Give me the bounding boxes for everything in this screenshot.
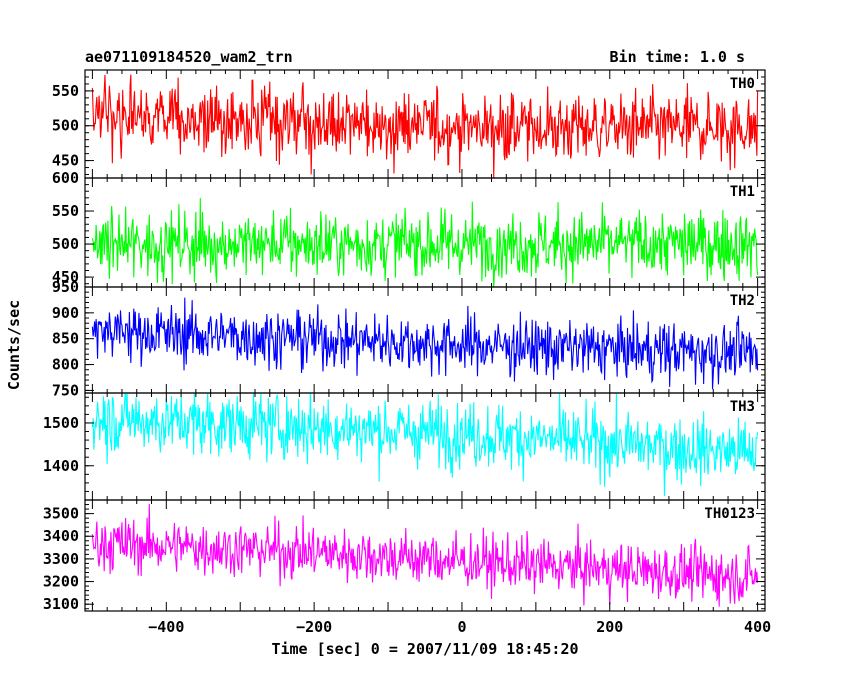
y-tick-label: 550 bbox=[52, 202, 79, 220]
y-tick-label: 450 bbox=[52, 152, 79, 170]
panel-th3: 1400 1500 TH3 bbox=[43, 392, 766, 501]
series-line-th2 bbox=[91, 297, 759, 390]
panel-th0123: 3100 3200 3300 3400 3500 TH0123 bbox=[43, 499, 766, 613]
panel-th1: 450 500 550 600 TH1 bbox=[52, 169, 766, 288]
series-line-th1 bbox=[91, 198, 759, 287]
y-axis-title: Counts/sec bbox=[5, 300, 23, 390]
y-tick-label: 800 bbox=[52, 356, 79, 374]
x-tick-label: 200 bbox=[596, 618, 623, 636]
chart-title-left: ae071109184520_wam2_trn bbox=[85, 48, 293, 66]
panel-th0: 450 500 550 TH0 bbox=[52, 69, 766, 179]
y-tick-label: 1400 bbox=[43, 457, 79, 475]
chart-title-right: Bin time: 1.0 s bbox=[610, 48, 745, 66]
series-line-th0 bbox=[91, 74, 759, 178]
y-tick-label: 3300 bbox=[43, 550, 79, 568]
y-tick-label: 3100 bbox=[43, 595, 79, 613]
y-tick-label: 1500 bbox=[43, 414, 79, 432]
x-tick-label: 400 bbox=[744, 618, 771, 636]
y-tick-label: 3200 bbox=[43, 573, 79, 591]
panel-th2: 750 800 850 900 950 TH2 bbox=[52, 278, 766, 399]
y-tick-label: 950 bbox=[52, 278, 79, 296]
panel-label-th3: TH3 bbox=[730, 399, 755, 415]
y-tick-label: 3400 bbox=[43, 527, 79, 545]
series-line-th3 bbox=[91, 393, 759, 497]
y-tick-label: 450 bbox=[52, 268, 79, 286]
panel-label-th1: TH1 bbox=[730, 184, 755, 200]
y-tick-label: 550 bbox=[52, 82, 79, 100]
panels-group: 450 500 550 TH0 450 500 550 600 TH1 750 800 850 900 9… bbox=[43, 69, 766, 613]
y-tick-label: 900 bbox=[52, 304, 79, 322]
series-line-th0123 bbox=[91, 503, 759, 607]
panel-label-th0123: TH0123 bbox=[704, 506, 755, 522]
y-tick-label: 500 bbox=[52, 117, 79, 135]
y-tick-label: 600 bbox=[52, 169, 79, 187]
x-tick-labels: −400 −200 0 200 400 bbox=[148, 618, 771, 636]
panel-frame bbox=[84, 499, 766, 612]
panel-label-th2: TH2 bbox=[730, 293, 755, 309]
y-tick-label: 850 bbox=[52, 330, 79, 348]
x-tick-label: −400 bbox=[148, 618, 184, 636]
x-axis-title: Time [sec] 0 = 2007/11/09 18:45:20 bbox=[271, 640, 578, 658]
panel-label-th0: TH0 bbox=[730, 76, 755, 92]
y-tick-label: 750 bbox=[52, 381, 79, 399]
x-tick-label: −200 bbox=[296, 618, 332, 636]
y-tick-label: 3500 bbox=[43, 505, 79, 523]
x-tick-label: 0 bbox=[457, 618, 466, 636]
y-tick-label: 500 bbox=[52, 235, 79, 253]
